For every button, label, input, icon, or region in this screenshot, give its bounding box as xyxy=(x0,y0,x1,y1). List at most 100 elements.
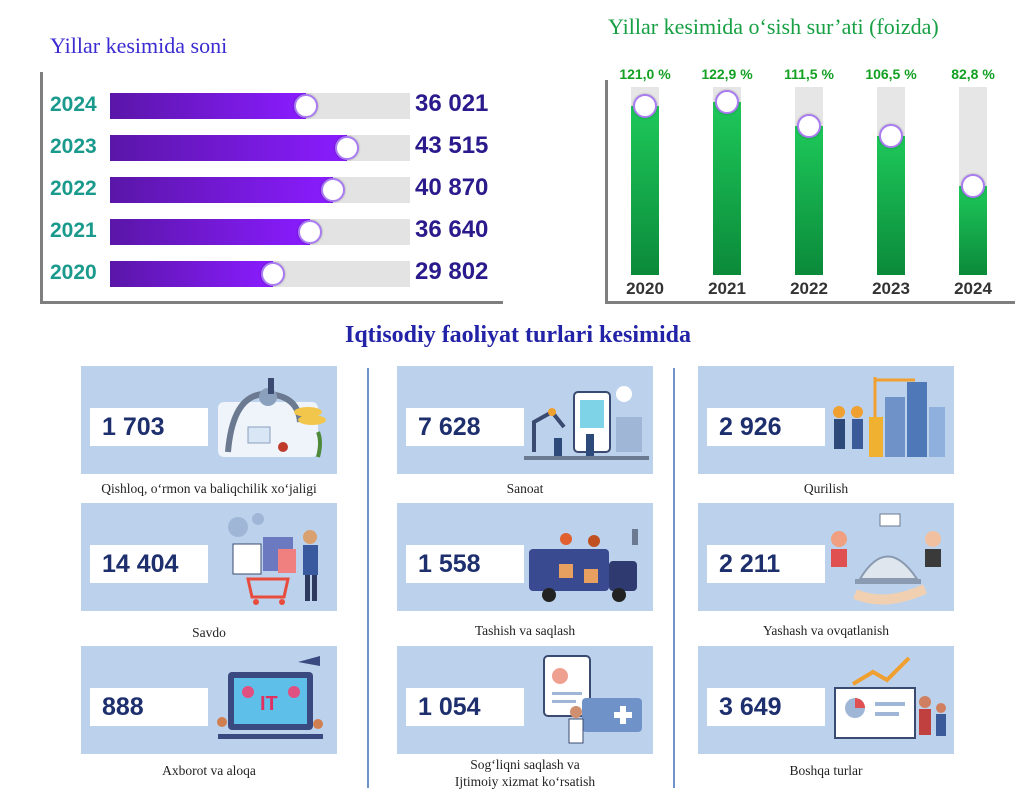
card-value: 14 404 xyxy=(90,545,208,583)
year-label: 2024 xyxy=(954,279,992,298)
card-value: 1 703 xyxy=(90,408,208,446)
card-trade: 14 404 xyxy=(81,503,337,611)
bar-track xyxy=(959,87,987,275)
bar-row-2023: 2023 43 515 xyxy=(43,132,503,162)
shopping-illustration-icon xyxy=(228,513,318,605)
percent-label: 121,0 % xyxy=(619,66,671,82)
construction-illustration-icon xyxy=(833,377,945,457)
card-value: 7 628 xyxy=(406,408,524,446)
value-label: 29 802 xyxy=(415,258,489,285)
value-label: 43 515 xyxy=(415,132,489,159)
section-title: Iqtisodiy faoliyat turlari kesimida xyxy=(344,322,692,348)
bar-column-2022: 111,5 % 2022 xyxy=(774,66,844,304)
card-construction: 2 926 xyxy=(698,366,954,474)
bar xyxy=(795,126,823,275)
value-label: 36 640 xyxy=(415,216,489,243)
bar-column-2024: 82,8 % 2024 xyxy=(938,66,1008,304)
count-by-year-chart: 2024 36 021 2023 43 515 2022 40 870 2021 36 640… xyxy=(40,72,503,304)
bar-track xyxy=(877,87,905,275)
bar-end-marker xyxy=(633,94,657,118)
year-label: 2021 xyxy=(50,219,97,242)
card-caption: Tashish va saqlash xyxy=(474,623,576,638)
value-label: 40 870 xyxy=(415,174,489,201)
bar-end-marker xyxy=(298,220,322,244)
card-industry: 7 628 xyxy=(397,366,653,474)
card-caption: Savdo xyxy=(192,625,226,640)
year-label: 2022 xyxy=(50,177,97,200)
bar xyxy=(959,186,987,275)
percent-label: 122,9 % xyxy=(701,66,753,82)
percent-label: 82,8 % xyxy=(951,66,995,82)
card-value: 2 211 xyxy=(707,545,825,583)
bar-track xyxy=(795,87,823,275)
percent-label: 111,5 % xyxy=(784,66,834,82)
bar-track xyxy=(110,219,410,245)
bar-end-marker xyxy=(335,136,359,160)
card-value: 1 558 xyxy=(406,545,524,583)
bar xyxy=(110,93,306,119)
bar-row-2024: 2024 36 021 xyxy=(43,90,503,120)
card-caption: Axborot va aloqa xyxy=(162,763,256,778)
year-label: 2023 xyxy=(50,135,97,158)
card-caption: Qishloq, o‘rmon va baliqchilik xo‘jaligi xyxy=(101,481,317,496)
bar-track xyxy=(110,135,410,161)
svg-text:IT: IT xyxy=(260,693,278,715)
card-caption: Sanoat xyxy=(506,481,544,496)
column-divider xyxy=(673,368,675,788)
card-caption: Sog‘liqni saqlash va Ijtimoiy xizmat ko‘… xyxy=(454,757,596,789)
bar-column-2021: 122,9 % 2021 xyxy=(692,66,762,304)
percent-label: 106,5 % xyxy=(865,66,917,82)
bar-track xyxy=(713,87,741,275)
card-value: 3 649 xyxy=(707,688,825,726)
bar xyxy=(631,106,659,275)
bar-track xyxy=(631,87,659,275)
bar xyxy=(877,136,905,275)
bar-row-2021: 2021 36 640 xyxy=(43,216,503,246)
card-agriculture: 1 703 xyxy=(81,366,337,474)
card-value: 2 926 xyxy=(707,408,825,446)
healthcare-illustration-icon xyxy=(543,655,642,744)
card-caption: Yashash va ovqatlanish xyxy=(762,623,890,638)
bar-end-marker xyxy=(961,174,985,198)
card-value: 1 054 xyxy=(406,688,524,726)
year-label: 2023 xyxy=(872,279,910,298)
year-label: 2022 xyxy=(790,279,828,298)
bar xyxy=(110,261,273,287)
column-divider xyxy=(367,368,369,788)
bar-track xyxy=(110,261,410,287)
card-value: 888 xyxy=(90,688,208,726)
bar xyxy=(110,219,310,245)
bar-end-marker xyxy=(797,114,821,138)
card-accommodation: 2 211 xyxy=(698,503,954,611)
bar xyxy=(110,135,347,161)
bar xyxy=(110,177,333,203)
agriculture-illustration-icon xyxy=(218,378,326,458)
count-chart-title: Yillar kesimida soni xyxy=(50,33,228,58)
card-it: 888 IT xyxy=(81,646,337,754)
bar-column-2023: 106,5 % 2023 xyxy=(856,66,926,304)
bar-track xyxy=(110,93,410,119)
bar-track xyxy=(110,177,410,203)
bar-end-marker xyxy=(879,124,903,148)
card-caption: Boshqa turlar xyxy=(789,763,863,778)
card-caption: Qurilish xyxy=(803,481,849,496)
card-transport: 1 558 xyxy=(397,503,653,611)
bar-end-marker xyxy=(261,262,285,286)
bar-row-2022: 2022 40 870 xyxy=(43,174,503,204)
it-illustration-icon: IT xyxy=(217,656,323,739)
food-service-illustration-icon xyxy=(831,513,941,605)
bar xyxy=(713,102,741,275)
card-other: 3 649 xyxy=(698,646,954,754)
bar-column-2020: 121,0 % 2020 xyxy=(610,66,680,304)
card-healthcare: 1 054 xyxy=(397,646,653,754)
delivery-truck-illustration-icon xyxy=(529,529,638,602)
year-label: 2020 xyxy=(50,261,97,284)
year-label: 2020 xyxy=(626,279,664,298)
industry-illustration-icon xyxy=(524,386,649,460)
bar-end-marker xyxy=(715,90,739,114)
value-label: 36 021 xyxy=(415,90,489,117)
bar-end-marker xyxy=(294,94,318,118)
growth-rate-chart: 121,0 % 2020 122,9 % 2021 111,5 % 2022 106,5 %… xyxy=(605,66,1015,304)
bar-end-marker xyxy=(321,178,345,202)
year-label: 2024 xyxy=(50,93,97,116)
